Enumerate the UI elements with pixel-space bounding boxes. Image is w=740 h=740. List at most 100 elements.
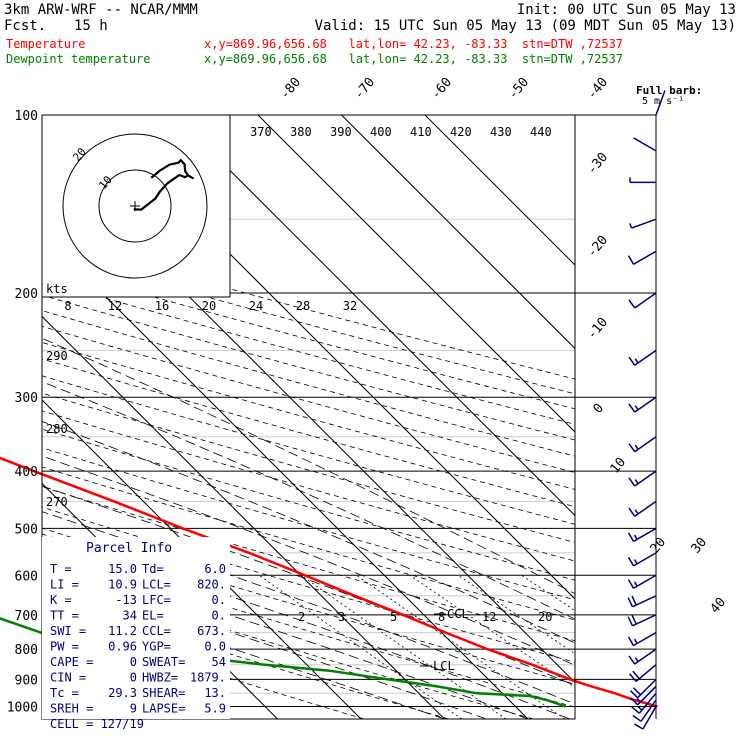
isotherm-line — [257, 115, 575, 433]
moist-adiabat — [42, 511, 575, 705]
wind-barb — [632, 699, 657, 722]
parcel-label: CCL= — [142, 624, 171, 638]
pressure-tick-label: 800 — [15, 643, 38, 658]
mixing-ratio-line — [356, 574, 566, 719]
parcel-cell: CELL = 127/19 — [50, 717, 144, 731]
wind-barb — [627, 631, 657, 647]
wind-barb — [630, 678, 657, 699]
parcel-value: 0.96 — [108, 640, 137, 654]
parcel-label: LI = — [50, 578, 79, 592]
wind-barb-feather — [630, 690, 639, 699]
dry-adiabat — [42, 594, 449, 719]
dry-adiabat — [42, 279, 575, 425]
parcel-value: 13. — [204, 686, 226, 700]
wind-barb-feather — [631, 595, 637, 606]
wind-barb — [627, 552, 657, 567]
wind-barb — [633, 137, 657, 152]
pressure-tick-label: 100 — [15, 109, 38, 124]
pressure-tick-label: 600 — [15, 569, 38, 584]
isotherm-tick-label: 10 — [608, 455, 630, 477]
wind-barb-feather — [637, 706, 643, 711]
theta-label: 420 — [450, 125, 472, 139]
wind-barb — [627, 250, 657, 265]
parcel-value: 29.3 — [108, 686, 137, 700]
parcel-value: 0 — [130, 655, 137, 669]
temperature-profile — [0, 456, 658, 708]
pressure-tick-label: 1000 — [7, 700, 38, 715]
wind-barb — [628, 648, 657, 665]
wind-barb — [629, 218, 657, 229]
isotherm-tick-label: -20 — [585, 233, 612, 261]
parcel-label: Tc = — [50, 686, 79, 700]
moist-adiabat — [42, 455, 575, 666]
wind-barb — [629, 664, 657, 683]
mixing-ratio-label: 12 — [482, 610, 496, 624]
parcel-value: 0. — [212, 593, 226, 607]
wind-barb-feather — [628, 356, 636, 366]
wind-barb-feather — [632, 687, 642, 696]
wind-barb-feather — [634, 405, 639, 411]
hodograph-speed-label: 24 — [249, 299, 263, 313]
wind-barb — [633, 706, 657, 730]
parcel-label: CIN = — [50, 671, 86, 685]
parcel-label: LAPSE= — [142, 702, 185, 716]
wind-barb-feather — [634, 358, 639, 364]
parcel-label: Td= — [142, 562, 164, 576]
wind-barb — [630, 685, 657, 706]
theta-label: 410 — [410, 125, 432, 139]
dry-adiabat — [42, 265, 575, 410]
parcel-label: CAPE = — [50, 655, 93, 669]
wind-barb-feather — [633, 559, 638, 565]
wind-barb — [628, 292, 657, 309]
barb-legend-units: 5 m s⁻¹ — [642, 96, 684, 107]
wind-barbs: Full barb:5 m s⁻¹ — [627, 84, 702, 730]
mixing-ratio-label: 3 — [338, 610, 345, 624]
dry-adiabat — [42, 236, 575, 380]
parcel-value: 15.0 — [108, 562, 137, 576]
profile-layer — [0, 456, 658, 708]
wind-barb — [628, 470, 657, 487]
isotherm-tick-label: -60 — [429, 75, 456, 103]
wind-barb-feather — [628, 655, 636, 665]
isotherm-tick-label: 30 — [689, 535, 711, 557]
barb-legend-title: Full barb: — [636, 84, 702, 97]
wind-barb-feather — [634, 509, 639, 515]
parcel-value: 9 — [130, 702, 137, 716]
parcel-value: 673. — [197, 624, 226, 638]
isotherm-line — [0, 115, 27, 719]
wind-barb-feather — [627, 556, 635, 567]
wind-barb-staff — [640, 699, 657, 722]
forecast-label: Fcst. — [4, 18, 47, 34]
wind-barb-feather — [632, 714, 642, 722]
moist-adiabat — [42, 381, 575, 620]
dry-adiabat — [42, 310, 575, 457]
parcel-value: 820. — [197, 578, 226, 592]
wind-barb-staff — [633, 137, 657, 152]
theta-label: 440 — [530, 125, 552, 139]
wind-barb-staff — [632, 595, 657, 608]
wind-barb — [628, 500, 657, 517]
mixing-ratio-label: 2 — [298, 610, 305, 624]
isotherm-line — [42, 232, 529, 719]
parcel-box-bg — [42, 537, 230, 719]
wind-barb-feather — [628, 299, 636, 309]
dry-adiabat — [42, 342, 575, 490]
mixing-ratio-label: 20 — [538, 610, 552, 624]
parcel-label: SWEAT= — [142, 655, 185, 669]
parcel-value: 0.0 — [204, 640, 226, 654]
hodograph-units-label: kts — [46, 282, 68, 296]
wind-barb-feather — [627, 616, 634, 627]
theta-label: 430 — [490, 125, 512, 139]
forecast-hour: 15 h — [74, 18, 108, 34]
parcel-label: EL= — [142, 609, 164, 623]
pressure-tick-label: 200 — [15, 287, 38, 302]
isotherm-tick-label: 0 — [591, 401, 608, 417]
parcel-label: LFC= — [142, 593, 171, 607]
dry-adiabat — [42, 250, 575, 395]
wind-barb-feather — [636, 697, 642, 703]
wind-barb-feather — [627, 636, 635, 646]
parcel-label: T = — [50, 562, 72, 576]
theta-label: 370 — [250, 125, 272, 139]
dry-adiabat — [42, 506, 575, 663]
pressure-tick-label: 300 — [15, 391, 38, 406]
